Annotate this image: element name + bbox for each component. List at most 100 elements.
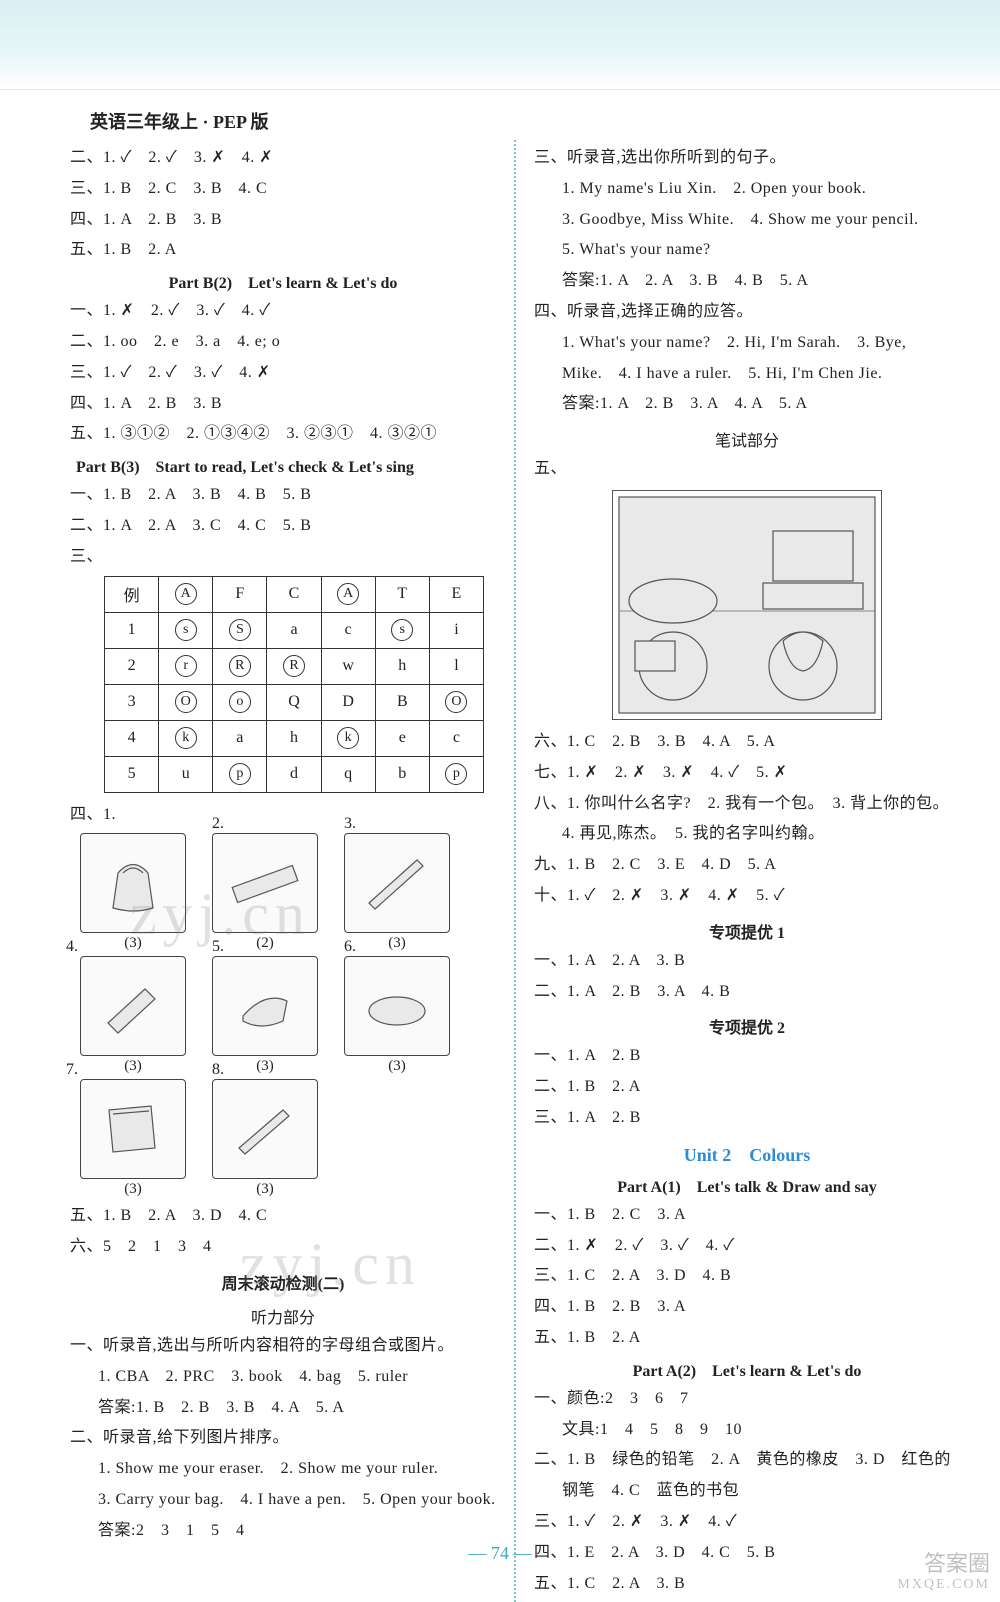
ans-line: 六、1. C 2. B 3. B 4. A 5. A: [534, 730, 960, 755]
ans-line: 二、1. ✓ 2. ✓ 3. ✗ 4. ✗: [70, 146, 496, 171]
table-cell: a: [267, 612, 321, 648]
picture-num: 2.: [212, 815, 224, 833]
ans-line: 二、1. A 2. A 3. C 4. C 5. B: [70, 514, 496, 539]
columns: 二、1. ✓ 2. ✓ 3. ✗ 4. ✗ 三、1. B 2. C 3. B 4…: [0, 140, 1000, 1602]
ans-line: 七、1. ✗ 2. ✗ 3. ✗ 4. ✓ 5. ✗: [534, 761, 960, 786]
table-cell: a: [213, 720, 267, 756]
section-heading: Part A(2) Let's learn & Let's do: [534, 1357, 960, 1381]
picture-cell: 5. (3): [212, 956, 318, 1075]
ans-line: 答案:1. B 2. B 3. B 4. A 5. A: [70, 1396, 496, 1421]
ans-line: 六、5 2 1 3 4: [70, 1235, 496, 1260]
unit-heading: Unit 2 Colours: [534, 1141, 960, 1167]
letter-table: 例AFCATE1sSacsi2rRRwhl3OoQDBO4kahkec5updq…: [104, 576, 484, 793]
ans-line: 三、1. A 2. B: [534, 1106, 960, 1131]
table-cell: 4: [105, 720, 159, 756]
table-cell: 3: [105, 684, 159, 720]
prompt-line: 三、听录音,选出你所听到的句子。: [534, 146, 960, 171]
ans-line: 三、1. ✓ 2. ✗ 3. ✗ 4. ✓: [534, 1510, 960, 1535]
table-cell: 例: [105, 576, 159, 612]
ans-line: 1. My name's Liu Xin. 2. Open your book.: [534, 177, 960, 202]
ans-line: 二、1. ✗ 2. ✓ 3. ✓ 4. ✓: [534, 1234, 960, 1259]
badge-bottom: MXQE.COM: [897, 1577, 990, 1592]
picture-cell: (3): [80, 833, 186, 952]
test-heading: 周末滚动检测(二): [70, 1270, 496, 1294]
ans-line: 二、1. B 绿色的铅笔 2. A 黄色的橡皮 3. D 红色的: [534, 1448, 960, 1473]
table-cell: c: [429, 720, 483, 756]
ans-line: 1. What's your name? 2. Hi, I'm Sarah. 3…: [534, 331, 960, 356]
picture-cell: 8. (3): [212, 1079, 318, 1198]
table-cell: s: [159, 612, 213, 648]
section-heading: 专项提优 1: [534, 919, 960, 943]
table-cell: c: [321, 612, 375, 648]
table-cell: u: [159, 756, 213, 792]
table-cell: i: [429, 612, 483, 648]
ans-line: 钢笔 4. C 蓝色的书包: [534, 1479, 960, 1504]
ans-line: 二、1. B 2. A: [534, 1075, 960, 1100]
bag-icon: [80, 833, 186, 933]
ans-line: 4. 再见,陈杰。 5. 我的名字叫约翰。: [534, 822, 960, 847]
table-cell: k: [159, 720, 213, 756]
picture-count: (3): [80, 1058, 186, 1075]
picture-count: (3): [212, 1181, 318, 1198]
ans-line: 答案:1. A 2. A 3. B 4. B 5. A: [534, 269, 960, 294]
picture-num: 8.: [212, 1061, 224, 1079]
table-cell: d: [267, 756, 321, 792]
table-cell: s: [375, 612, 429, 648]
ans-line: 一、颜色:2 3 6 7: [534, 1387, 960, 1412]
picture-num: 3.: [344, 815, 356, 833]
prompt-line: 一、听录音,选出与所听内容相符的字母组合或图片。: [70, 1334, 496, 1359]
badge-top: 答案圈: [924, 1551, 990, 1576]
picture-count: (2): [212, 935, 318, 952]
picture-num: 5.: [212, 938, 224, 956]
table-cell: C: [267, 576, 321, 612]
ans-line: 一、1. A 2. B: [534, 1044, 960, 1069]
table-cell: e: [375, 720, 429, 756]
ans-line: 三、1. ✓ 2. ✓ 3. ✓ 4. ✗: [70, 361, 496, 386]
table-cell: q: [321, 756, 375, 792]
table-cell: T: [375, 576, 429, 612]
picture-num: 7.: [66, 1061, 78, 1079]
ans-line: 五、1. B 2. A: [534, 1326, 960, 1351]
crayon-icon: [80, 956, 186, 1056]
picture-row: 7. (3) 8. (3): [80, 1079, 496, 1198]
prompt-line: 二、听录音,给下列图片排序。: [70, 1426, 496, 1451]
subsection-heading: 笔试部分: [534, 427, 960, 451]
ans-line: 五、1. B 2. A 3. D 4. C: [70, 1204, 496, 1229]
subsection-heading: 听力部分: [70, 1304, 496, 1328]
table-cell: 5: [105, 756, 159, 792]
picture-count: (3): [212, 1058, 318, 1075]
page-title: 英语三年级上 · PEP 版: [90, 108, 269, 134]
picture-cell: 7. (3): [80, 1079, 186, 1198]
picture-count: (3): [344, 1058, 450, 1075]
table-cell: w: [321, 648, 375, 684]
ans-line: 3. Carry your bag. 4. I have a pen. 5. O…: [70, 1488, 496, 1513]
picture-count: (3): [80, 935, 186, 952]
ans-line: 一、1. B 2. C 3. A: [534, 1203, 960, 1228]
section-label: 五、: [534, 457, 960, 482]
ans-line: 八、1. 你叫什么名字? 2. 我有一个包。 3. 背上你的包。: [534, 792, 960, 817]
table-cell: Q: [267, 684, 321, 720]
picture-cell: 2. (2): [212, 833, 318, 952]
pencil-icon: [344, 833, 450, 933]
ruler-icon: [212, 833, 318, 933]
ans-line: 三、1. B 2. C 3. B 4. C: [70, 177, 496, 202]
table-cell: R: [213, 648, 267, 684]
table-cell: p: [213, 756, 267, 792]
ans-line: 5. What's your name?: [534, 238, 960, 263]
table-cell: D: [321, 684, 375, 720]
picture-cell: 4. (3): [80, 956, 186, 1075]
picture-row: (3) 2. (2) 3. (3): [80, 833, 496, 952]
pen-icon: [212, 1079, 318, 1179]
table-cell: b: [375, 756, 429, 792]
picture-count: (3): [80, 1181, 186, 1198]
table-cell: k: [321, 720, 375, 756]
ans-line: 一、1. ✗ 2. ✓ 3. ✓ 4. ✓: [70, 299, 496, 324]
table-cell: r: [159, 648, 213, 684]
ans-line: 四、1. A 2. B 3. B: [70, 392, 496, 417]
ans-line: 1. Show me your eraser. 2. Show me your …: [70, 1457, 496, 1482]
table-cell: o: [213, 684, 267, 720]
ans-line: 五、1. ③①② 2. ①③④② 3. ②③① 4. ③②①: [70, 422, 496, 447]
ans-line: 九、1. B 2. C 3. E 4. D 5. A: [534, 853, 960, 878]
header-band: [0, 0, 1000, 90]
ans-line: 答案:1. A 2. B 3. A 4. A 5. A: [534, 392, 960, 417]
